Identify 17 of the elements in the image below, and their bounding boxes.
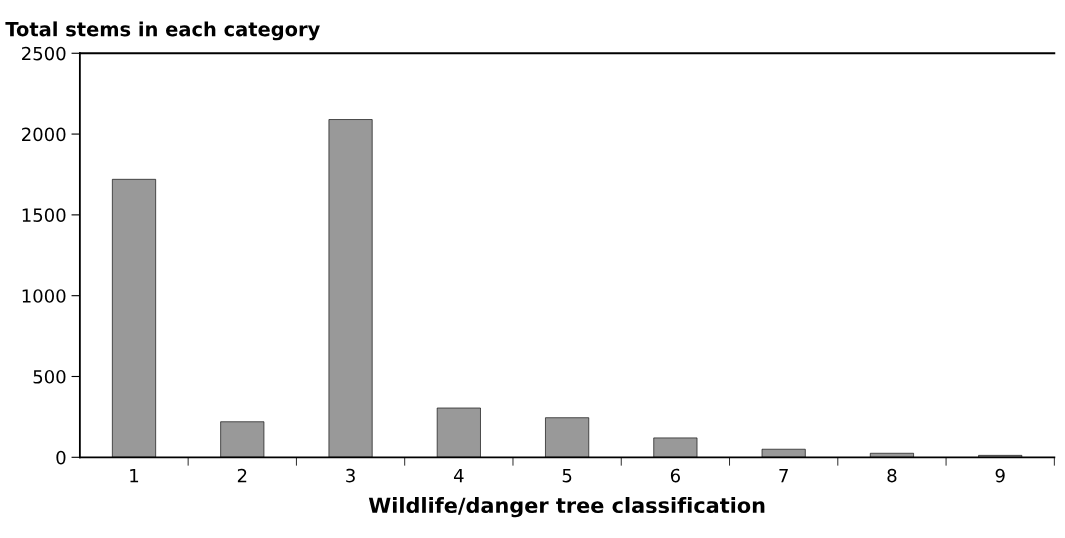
x-tick-label: 1	[130, 468, 139, 483]
x-tick-label: 3	[346, 468, 355, 483]
x-tick-label: 5	[562, 468, 572, 483]
y-tick-label: 1000	[22, 289, 66, 303]
y-tick-label: 0	[56, 450, 66, 465]
x-axis-title: Wildlife/danger tree classification	[368, 497, 765, 518]
y-tick-label: 2000	[22, 127, 66, 142]
x-tick-label: 6	[670, 468, 680, 483]
x-tick-label: 7	[779, 468, 788, 483]
y-tick-label: 2500	[22, 46, 66, 61]
y-tick-label: 500	[33, 369, 66, 384]
x-tick-label: 8	[887, 468, 897, 483]
x-tick-label: 2	[237, 468, 247, 483]
chart-title: Total stems in each category	[5, 21, 320, 41]
x-tick-label: 4	[453, 468, 464, 483]
x-tick-label: 9	[995, 468, 1005, 483]
y-tick-label: 1500	[22, 208, 66, 222]
